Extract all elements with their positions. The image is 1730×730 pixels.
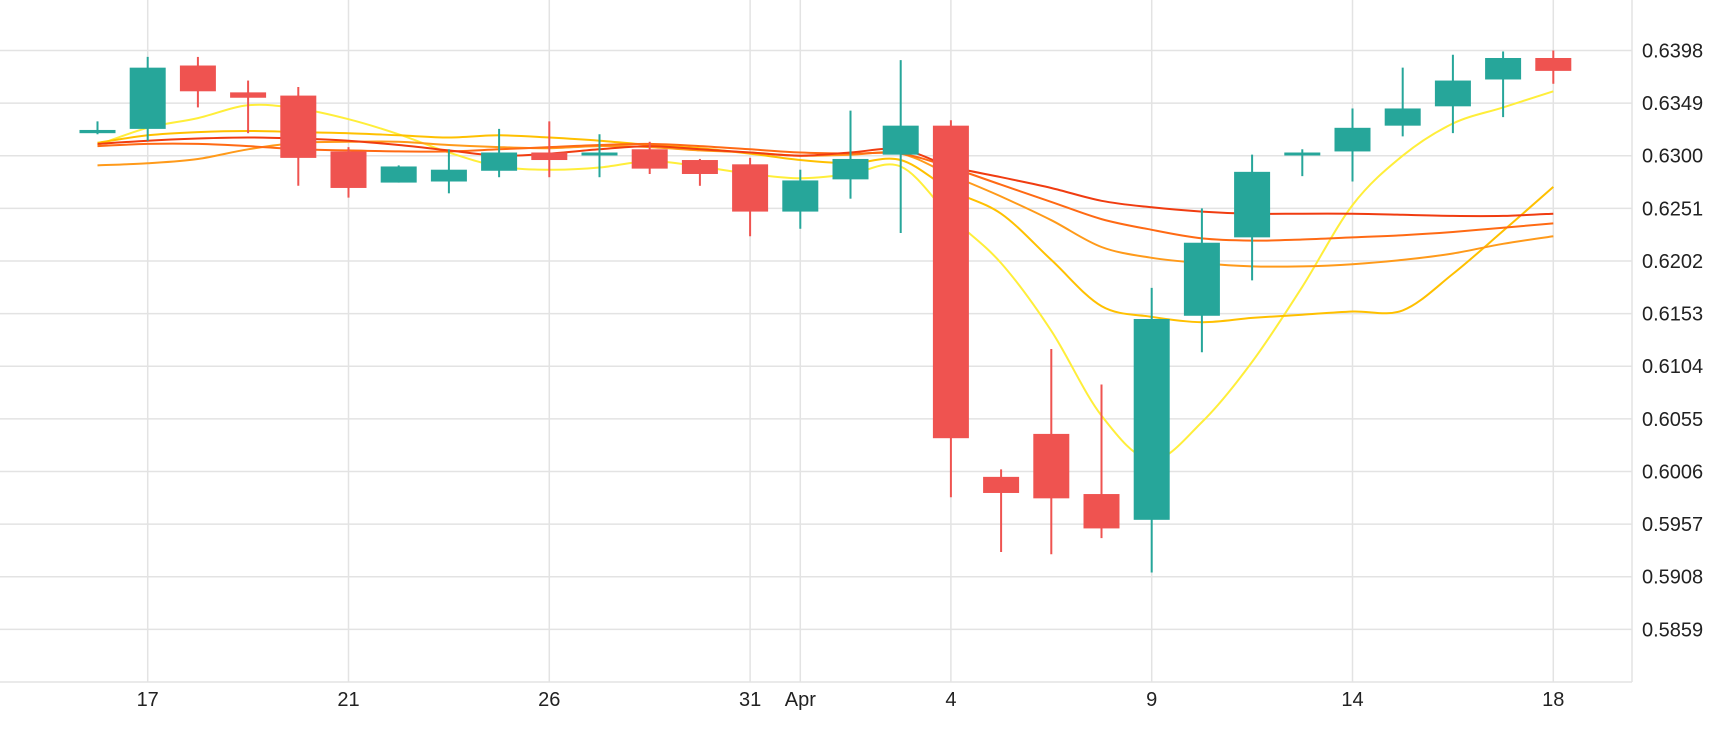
moving-average-line-3	[97, 140, 1554, 268]
moving-average-line-4	[97, 142, 1554, 242]
candle-body-up	[1234, 171, 1271, 238]
candle-body-down	[179, 65, 216, 92]
candle	[330, 147, 367, 198]
candle	[481, 128, 518, 178]
moving-average-line-5	[97, 136, 1554, 218]
time-tick-label: 17	[137, 689, 159, 711]
candle-body-down	[681, 160, 718, 174]
candle	[1535, 50, 1572, 84]
candle	[932, 120, 969, 498]
candle-body-up	[1384, 108, 1421, 126]
candle	[179, 56, 216, 108]
candle-body-down	[932, 125, 969, 439]
moving-average-line-2	[97, 129, 1554, 324]
candle-body-down	[1033, 433, 1070, 499]
candle	[1083, 384, 1120, 539]
candles-layer	[79, 50, 1572, 573]
candle	[832, 110, 869, 199]
candle	[1485, 51, 1522, 118]
candle	[79, 121, 116, 135]
candle-body-down	[732, 164, 769, 212]
candle-body-down	[631, 149, 668, 169]
candle-body-down	[1083, 494, 1120, 529]
time-axis: 17 21 26 31 Apr 4 9 14 18	[137, 689, 1565, 711]
candle-body-down	[531, 152, 568, 161]
candle	[430, 149, 467, 194]
time-tick-label: Apr	[785, 689, 816, 711]
price-tick-label: 0.6153	[1642, 304, 1703, 326]
time-tick-label: 9	[1146, 689, 1157, 711]
grid-lines	[0, 0, 1632, 682]
time-tick-label: 21	[337, 689, 359, 711]
candle	[631, 141, 668, 174]
candle-body-up	[1334, 127, 1371, 152]
candle	[681, 158, 718, 186]
price-tick-label: 0.6055	[1642, 409, 1703, 431]
candle-body-down	[280, 95, 317, 158]
candle	[380, 165, 417, 183]
price-tick-label: 0.6202	[1642, 251, 1703, 273]
candle-body-up	[882, 125, 919, 155]
candle-body-up	[1485, 57, 1522, 80]
candle	[782, 169, 819, 229]
candle	[230, 80, 267, 134]
candle-body-up	[1284, 152, 1321, 156]
time-tick-label: 26	[538, 689, 560, 711]
candle	[1234, 154, 1271, 281]
candle	[581, 134, 618, 178]
price-tick-label: 0.5908	[1642, 567, 1703, 589]
candle	[531, 121, 568, 178]
candle-body-up	[129, 67, 166, 129]
price-tick-label: 0.6300	[1642, 146, 1703, 168]
candle-body-up	[832, 158, 869, 180]
price-tick-label: 0.6006	[1642, 461, 1703, 483]
candle-body-up	[1133, 318, 1170, 520]
candle	[882, 60, 919, 234]
candle-body-up	[581, 152, 618, 156]
candle	[1033, 349, 1070, 555]
candle	[280, 86, 317, 186]
candle	[1434, 54, 1471, 134]
candle-body-down	[1535, 57, 1572, 71]
price-tick-label: 0.6349	[1642, 93, 1703, 115]
price-tick-label: 0.6398	[1642, 40, 1703, 62]
candle-body-up	[430, 169, 467, 182]
candle-body-down	[983, 476, 1020, 493]
candle	[1334, 108, 1371, 182]
candle	[1133, 287, 1170, 573]
candle	[1183, 208, 1220, 353]
price-axis: 0.6398 0.6349 0.6300 0.6251 0.6202 0.6153 0.61…	[1642, 40, 1703, 641]
candle-body-up	[782, 180, 819, 212]
candle-body-up	[1434, 80, 1471, 107]
price-tick-label: 0.5859	[1642, 619, 1703, 641]
candle-body-up	[380, 166, 417, 183]
candle-body-up	[79, 129, 116, 134]
price-tick-label: 0.5957	[1642, 514, 1703, 536]
candle-body-up	[1183, 242, 1220, 316]
time-tick-label: 14	[1341, 689, 1363, 711]
candle	[1284, 149, 1321, 177]
time-tick-label: 18	[1542, 689, 1564, 711]
candle	[732, 157, 769, 237]
candle-body-down	[230, 92, 267, 98]
candle	[129, 56, 166, 141]
candle	[1384, 67, 1421, 137]
price-tick-label: 0.6251	[1642, 198, 1703, 220]
candle-body-up	[481, 152, 518, 171]
time-tick-label: 4	[945, 689, 956, 711]
candle	[983, 469, 1020, 553]
time-tick-label: 31	[739, 689, 761, 711]
candle-body-down	[330, 151, 367, 188]
price-tick-label: 0.6104	[1642, 356, 1703, 378]
